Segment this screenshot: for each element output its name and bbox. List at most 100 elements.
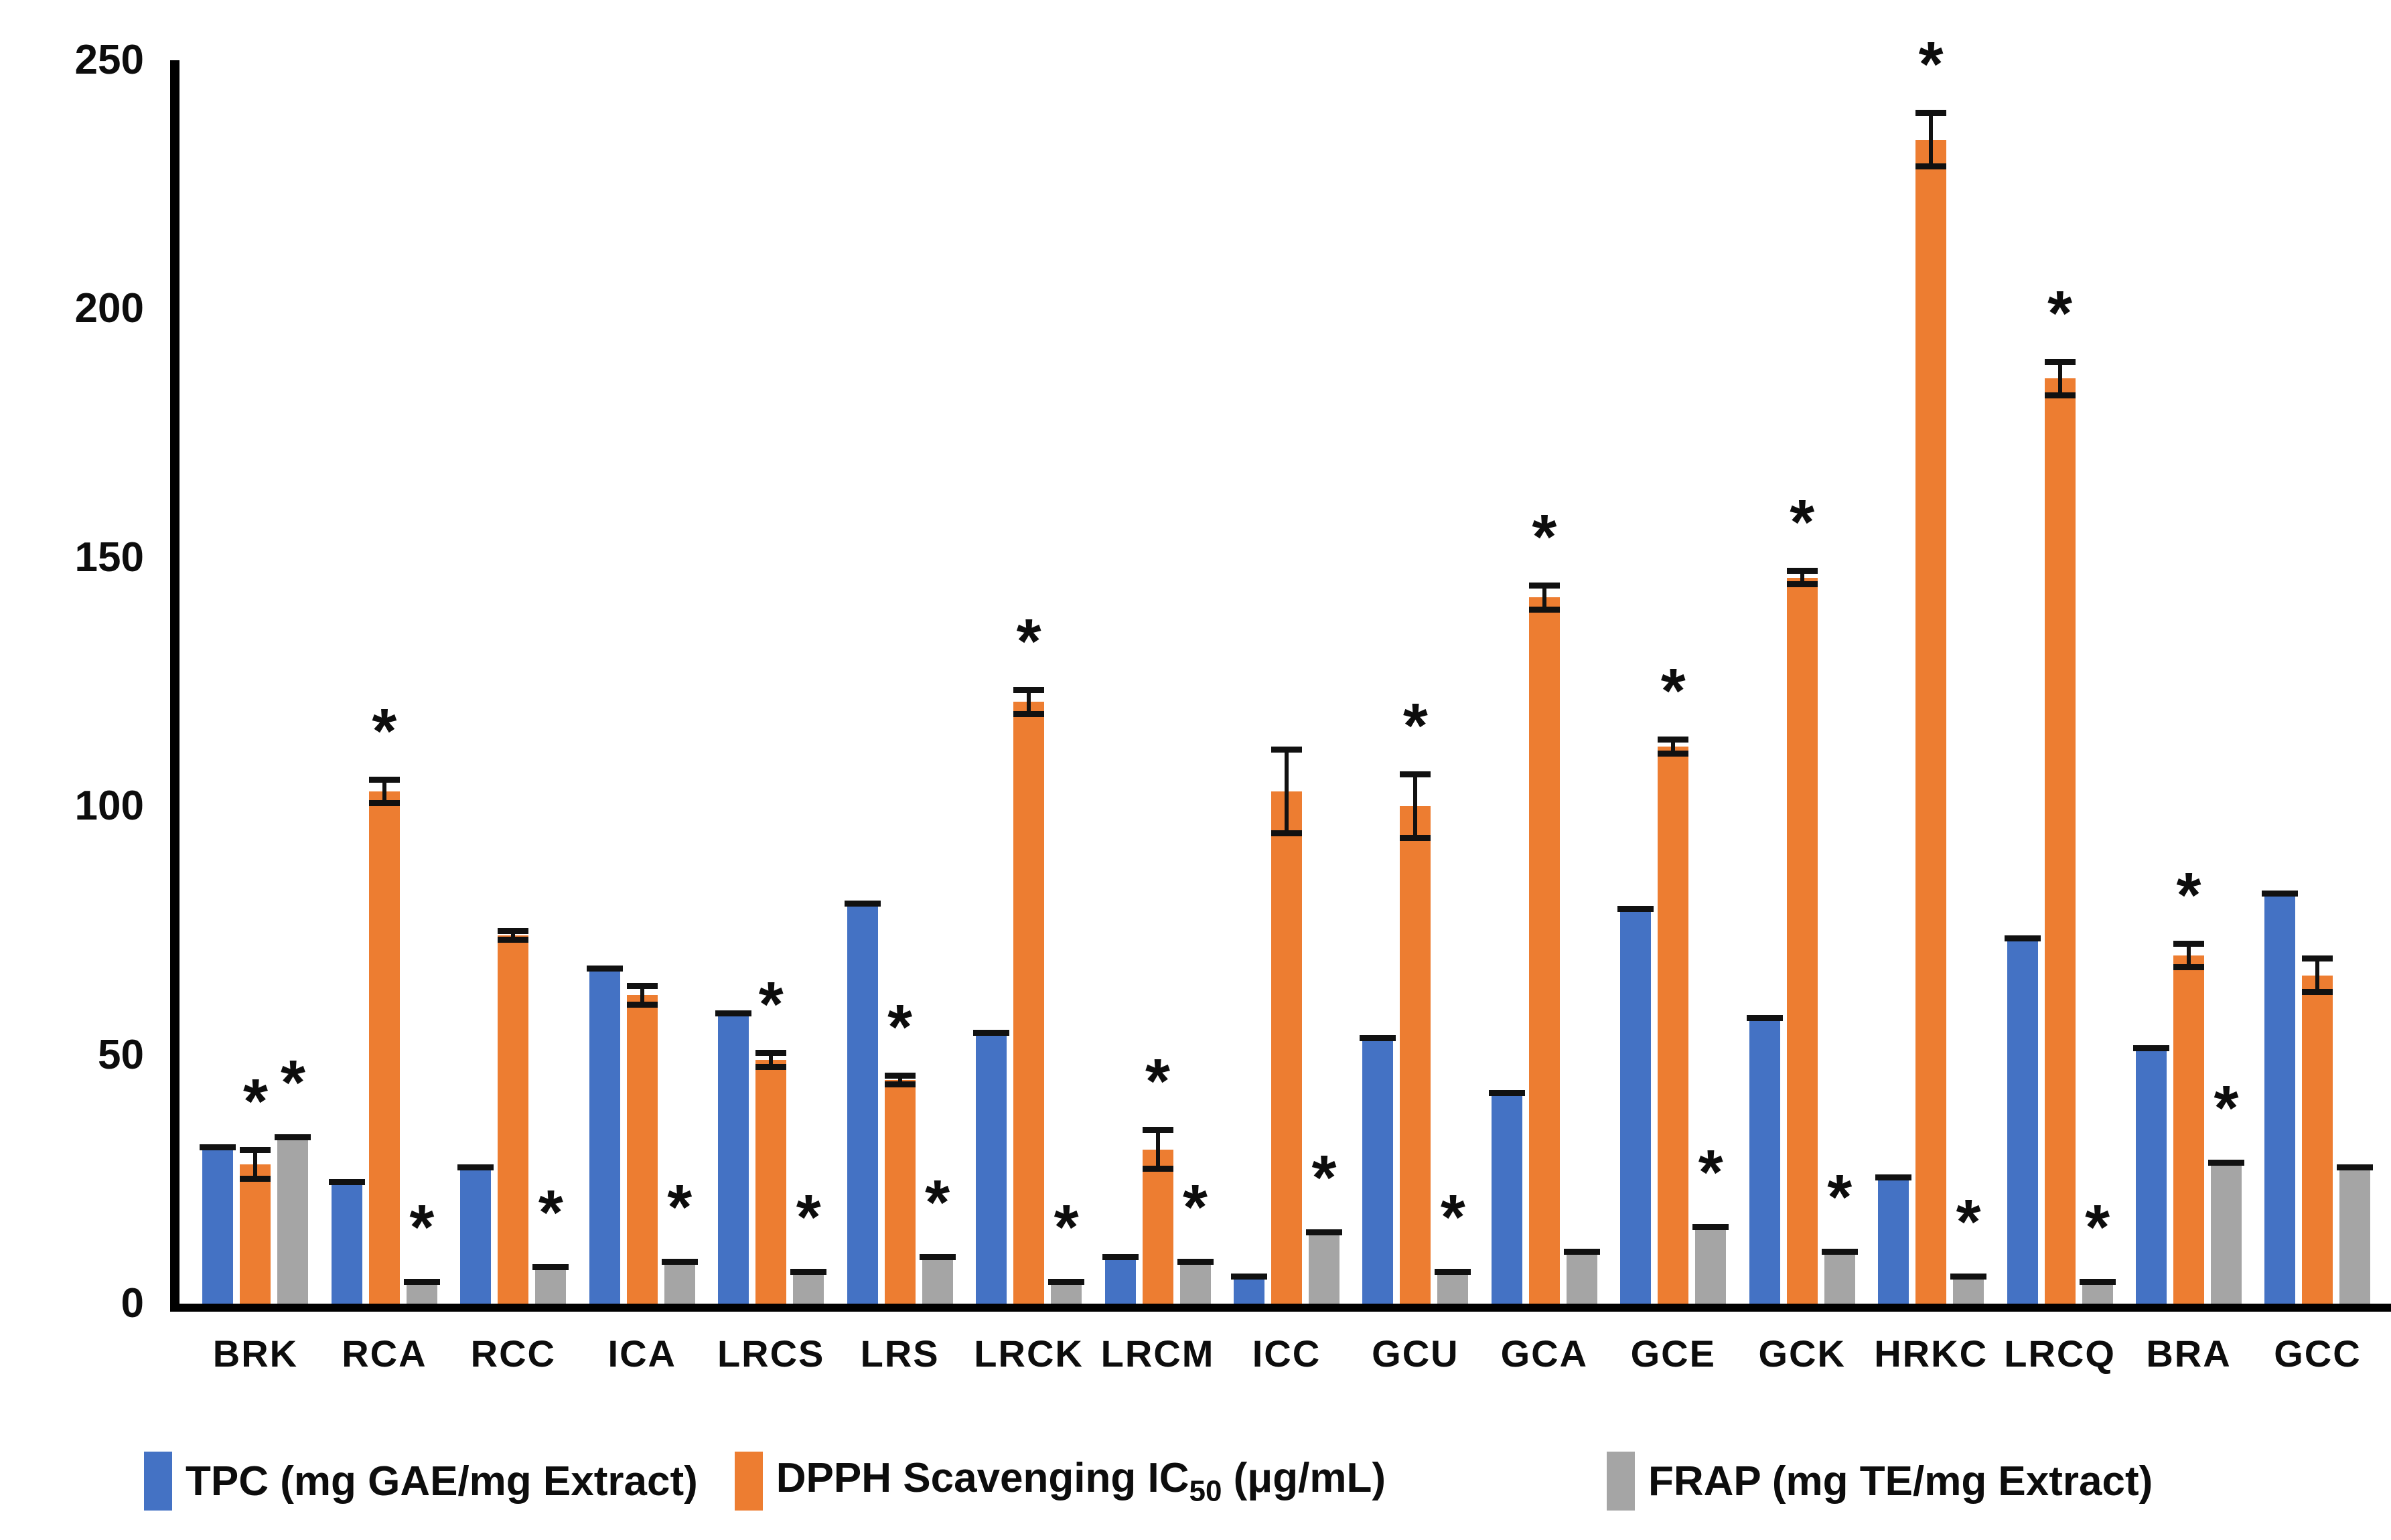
bar-top-cap [2262, 891, 2299, 897]
bar-frap-LRCS: * [790, 1186, 827, 1304]
bar-top-cap [1488, 1089, 1525, 1096]
bar-group-LRCK: * * LRCK [973, 60, 1085, 1375]
error-bar [368, 776, 400, 807]
bar-group-ICA: * ICA [586, 60, 698, 1375]
error-bar [1013, 686, 1045, 717]
significance-asterisk: * [2214, 1072, 2239, 1144]
bar-top-cap [844, 901, 881, 907]
significance-asterisk: * [887, 991, 913, 1063]
y-tick-label-150: 150 [74, 534, 144, 581]
x-category-label-ICA: ICA [607, 1332, 676, 1375]
bar-top-cap [973, 1030, 1010, 1036]
x-category-label-GCC: GCC [2274, 1332, 2362, 1375]
significance-asterisk: * [1918, 29, 1944, 100]
bar-group-GCA: * GCA [1488, 60, 1600, 1375]
x-category-label-LRCS: LRCS [717, 1332, 825, 1375]
significance-asterisk: * [2085, 1191, 2110, 1263]
bar-group-ICC: * ICC [1230, 60, 1342, 1375]
error-bar [1142, 1127, 1173, 1172]
bar-group-RCA: * * RCA [328, 60, 440, 1375]
bar-top-cap [2004, 935, 2041, 942]
bar-group-BRK: * * BRK [200, 60, 311, 1375]
bar-tpc-GCC [2262, 891, 2299, 1304]
x-category-label-LRCK: LRCK [974, 1332, 1084, 1375]
bar-top-cap [1435, 1269, 1471, 1276]
bar-group-LRCM: * * LRCM [1101, 60, 1214, 1375]
bar-top-cap [586, 965, 623, 972]
bar-dpph-ICC [1271, 747, 1302, 1304]
bar-tpc-LRCK [973, 1030, 1010, 1304]
bar-frap-BRA: * [2208, 1076, 2244, 1304]
bar-top-cap [2079, 1278, 2116, 1285]
bar-dpph-ICA [626, 982, 658, 1304]
significance-asterisk: * [2176, 859, 2201, 931]
legend-item-frap: FRAP (mg TE/mg Extract) [1607, 1452, 2153, 1511]
error-bar [1528, 582, 1560, 613]
bar-top-cap [2133, 1045, 2169, 1051]
bar-dpph-BRA: * [2173, 863, 2204, 1304]
bar-frap-HRKC: * [1950, 1190, 1987, 1304]
x-category-label-LRS: LRS [860, 1332, 940, 1375]
bar-group-LRCS: * * LRCS [715, 60, 827, 1375]
bar-top-cap [1950, 1274, 1987, 1280]
bar-frap-RCA: * [403, 1195, 440, 1304]
legend-swatch-dpph [734, 1452, 763, 1511]
bar-top-cap [661, 1259, 698, 1265]
error-bar [2044, 358, 2076, 399]
bar-top-cap [403, 1278, 440, 1285]
bar-tpc-RCC [457, 1164, 494, 1304]
bar-dpph-RCC [498, 928, 529, 1304]
error-bar [1915, 110, 1947, 170]
y-tick-label-100: 100 [74, 783, 144, 830]
y-tick-label-0: 0 [121, 1280, 144, 1326]
bar-dpph-GCE: * [1658, 660, 1689, 1304]
bar-tpc-LRS [844, 901, 881, 1304]
bar-dpph-LRCK: * [1013, 609, 1045, 1304]
significance-asterisk: * [1790, 486, 1815, 558]
significance-asterisk: * [1311, 1142, 1337, 1213]
error-bar [1658, 737, 1689, 757]
bar-tpc-BRK [200, 1144, 236, 1304]
bar-frap-LRCM: * [1177, 1176, 1214, 1304]
y-tick-label-200: 200 [74, 285, 144, 332]
legend-item-tpc: TPC (mg GAE/mg Extract) [144, 1452, 698, 1511]
bar-top-cap [328, 1179, 365, 1186]
bar-dpph-GCK: * [1786, 490, 1818, 1304]
significance-asterisk: * [1956, 1186, 1981, 1258]
bar-tpc-RCA [328, 1179, 365, 1304]
error-bar [755, 1050, 787, 1070]
bar-top-cap [1360, 1034, 1396, 1041]
bar-group-HRKC: * * HRKC [1874, 33, 1987, 1375]
bar-dpph-LRCM: * [1142, 1050, 1173, 1304]
bar-group-GCC: GCC [2262, 60, 2374, 1375]
bar-dpph-LRS: * [884, 995, 916, 1304]
bar-top-cap [200, 1144, 236, 1151]
significance-asterisk: * [1660, 656, 1686, 727]
error-bar [2302, 955, 2333, 996]
significance-asterisk: * [1016, 605, 1041, 677]
bar-tpc-GCK [1746, 1015, 1783, 1304]
error-bar [498, 928, 529, 943]
bar-tpc-LRCM [1102, 1253, 1139, 1304]
error-bar [884, 1072, 916, 1087]
significance-asterisk: * [372, 695, 397, 767]
bar-tpc-LRCQ [2004, 935, 2041, 1304]
significance-asterisk: * [242, 1066, 268, 1138]
bar-top-cap [532, 1263, 569, 1270]
error-bar [1400, 771, 1431, 842]
x-category-label-HRKC: HRKC [1874, 1332, 1988, 1375]
significance-asterisk: * [409, 1191, 435, 1263]
bar-frap-BRK: * [275, 1051, 311, 1304]
bar-top-cap [2337, 1164, 2374, 1171]
bar-groups: * * BRK * * RCA * RCC * ICA * * LRCS * * LRS * * LRCK * * LRC… [179, 33, 2391, 1375]
bar-dpph-LRCS: * [755, 973, 787, 1304]
error-bar [626, 982, 658, 1008]
x-category-label-BRK: BRK [212, 1332, 299, 1375]
bar-frap-RCC: * [532, 1180, 569, 1304]
significance-asterisk: * [1402, 690, 1428, 762]
x-category-label-GCE: GCE [1630, 1332, 1716, 1375]
bar-top-cap [1177, 1259, 1214, 1265]
bar-top-cap [1230, 1274, 1267, 1280]
bar-dpph-GCU: * [1400, 694, 1431, 1304]
bar-tpc-ICA [586, 965, 623, 1304]
